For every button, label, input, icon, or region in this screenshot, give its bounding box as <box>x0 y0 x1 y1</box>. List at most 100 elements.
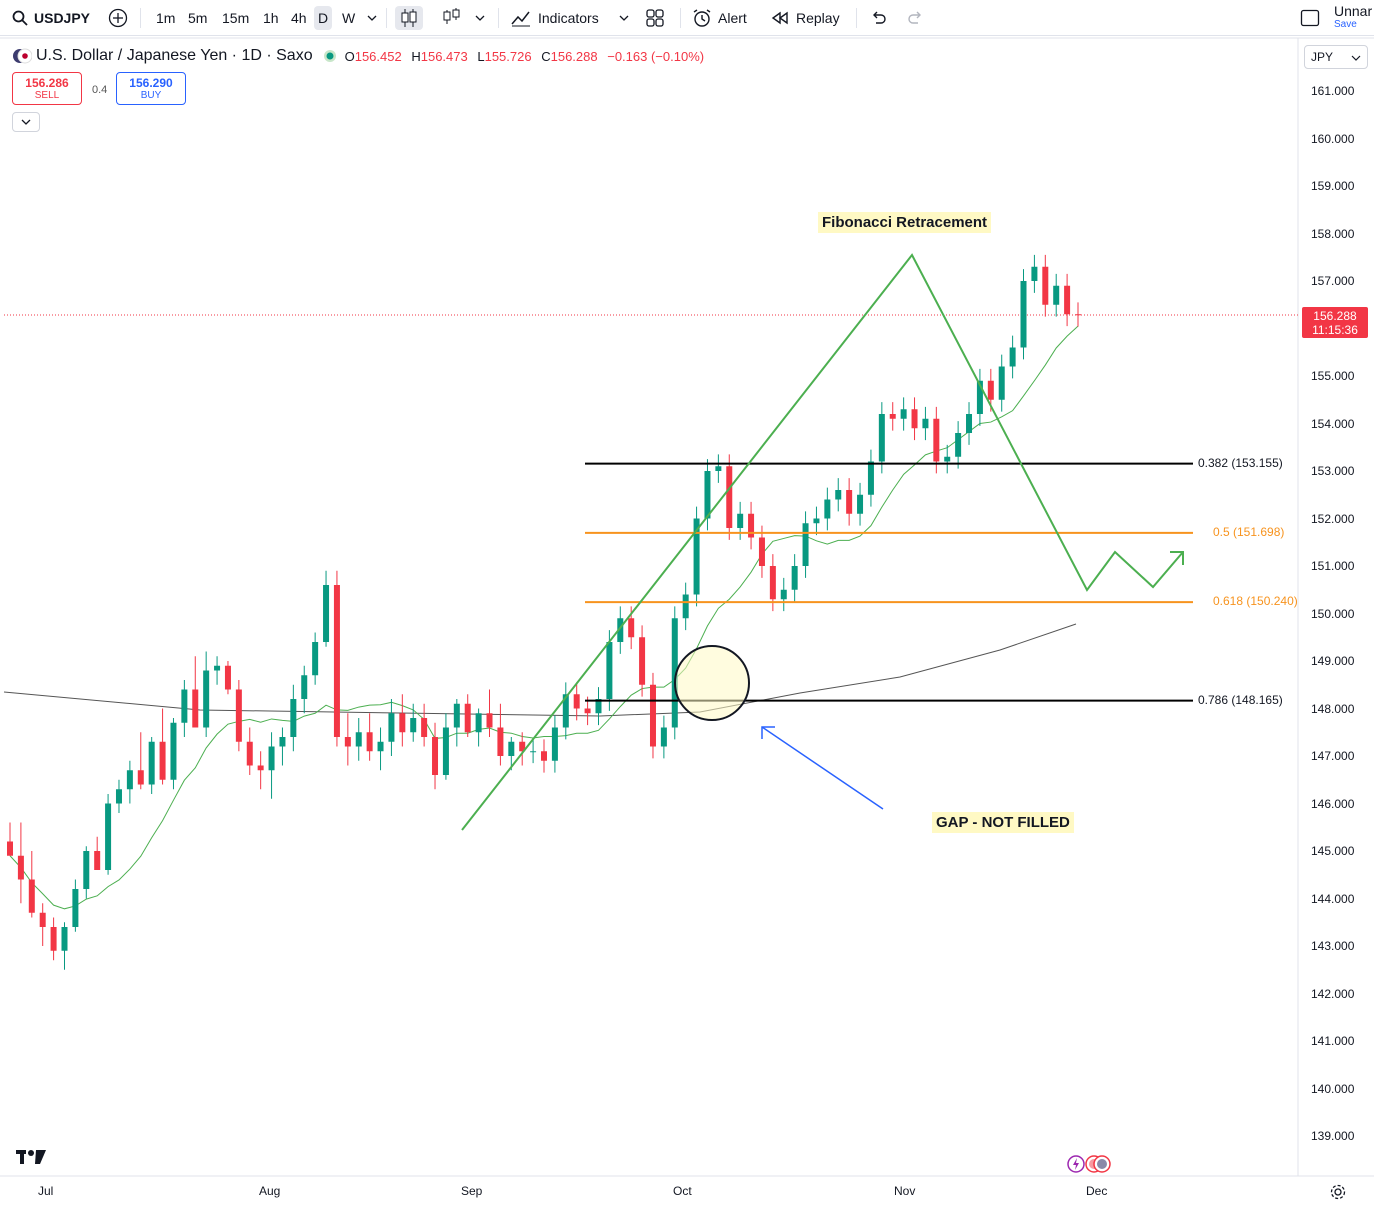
candle-body <box>704 471 711 519</box>
compare-button[interactable] <box>108 0 128 36</box>
candle-body <box>17 855 24 880</box>
candle-body <box>39 912 46 927</box>
redo-button[interactable] <box>906 0 926 36</box>
candle-body <box>410 718 417 733</box>
indicators-label: Indicators <box>538 10 599 26</box>
market-open-icon <box>323 50 336 62</box>
candle-body <box>748 513 755 538</box>
time-tick: Sep <box>461 1184 483 1198</box>
chevron-down-icon[interactable] <box>366 12 378 24</box>
checkbox-icon[interactable] <box>1300 8 1320 28</box>
candle-body <box>279 737 286 747</box>
candle-body <box>628 618 635 638</box>
fib-level-label: 0.786 (148.165) <box>1198 692 1283 707</box>
candle-body <box>148 741 155 785</box>
candle-body <box>682 594 689 619</box>
candle-body <box>530 751 537 753</box>
timeframe-1h[interactable]: 1h <box>263 10 279 26</box>
price-tick: 151.000 <box>1311 559 1355 573</box>
alert-button[interactable]: Alert <box>692 0 747 36</box>
symbol-search[interactable]: USDJPY <box>12 0 90 36</box>
candle-body <box>28 879 35 913</box>
candle-body <box>835 490 842 500</box>
price-tick: 153.000 <box>1311 464 1355 478</box>
price-tick: 142.000 <box>1311 986 1355 1001</box>
candle-body <box>137 770 144 785</box>
price-tick: 149.000 <box>1311 654 1355 668</box>
candle-body <box>235 689 242 742</box>
layout-save-area[interactable]: Unnar Save <box>1300 0 1372 36</box>
candle-body <box>323 585 330 642</box>
buy-button[interactable]: 156.290 BUY <box>116 72 186 105</box>
candle-body <box>878 414 885 462</box>
timeframe-W[interactable]: W <box>342 10 356 26</box>
time-tick: Aug <box>259 1184 281 1198</box>
time-tick: Jul <box>38 1184 54 1198</box>
candle-body <box>181 689 188 723</box>
candle-body <box>442 727 449 775</box>
candle-body <box>606 642 613 699</box>
candle-body <box>900 409 907 419</box>
candle-body <box>780 589 787 600</box>
fib-level-label: 0.382 (153.155) <box>1198 455 1283 470</box>
timeframe-4h[interactable]: 4h <box>291 10 307 26</box>
candle-body <box>224 665 231 690</box>
candle-body <box>115 789 122 804</box>
price-tick: 148.000 <box>1311 701 1355 716</box>
candle-body <box>944 456 951 462</box>
gap-note: GAP - NOT FILLED <box>932 812 1074 833</box>
price-tick: 143.000 <box>1311 939 1355 953</box>
flag-icon <box>13 48 32 64</box>
replay-button[interactable]: Replay <box>770 0 840 36</box>
moving-average-short <box>9 325 1079 910</box>
timeframe-5m[interactable]: 5m <box>188 10 208 26</box>
timeframe-D[interactable]: D <box>314 6 333 30</box>
price-tick: 141.000 <box>1311 1034 1355 1048</box>
spread-value: 0.4 <box>92 84 108 96</box>
ohlc-values: O156.452 H156.473 L155.726 C156.288 −0.1… <box>344 48 705 64</box>
gap-circle <box>674 645 750 721</box>
bar-chart-type-button[interactable] <box>436 6 468 30</box>
candle-body <box>312 642 319 676</box>
symbol-name: USDJPY <box>34 10 91 26</box>
gap-arrow <box>761 726 884 810</box>
fib-title-note: Fibonacci Retracement <box>818 212 992 233</box>
candle-body <box>715 466 722 471</box>
candle-body <box>290 699 297 737</box>
candle-body <box>911 409 918 429</box>
candle-body <box>671 618 678 728</box>
collapse-legend-button[interactable] <box>12 112 40 132</box>
events-icons[interactable] <box>1066 1154 1118 1174</box>
save-label[interactable]: Save <box>1334 19 1357 30</box>
candle-body <box>421 718 428 737</box>
candles-chart-type-button[interactable] <box>395 6 423 30</box>
sell-button[interactable]: 156.286 SELL <box>12 72 82 105</box>
tradingview-logo-icon <box>16 1150 46 1164</box>
candle-body <box>344 737 351 747</box>
candle-body <box>214 665 221 671</box>
chevron-down-icon[interactable] <box>618 12 630 24</box>
projection-arrowhead <box>1170 551 1184 565</box>
undo-button[interactable] <box>868 0 888 36</box>
candle-body <box>769 566 776 600</box>
gear-icon[interactable] <box>1329 1183 1347 1201</box>
chevron-down-icon[interactable] <box>474 12 486 24</box>
candle-body <box>170 722 177 780</box>
candle-body <box>998 366 1005 400</box>
candle-body <box>50 927 57 951</box>
candle-body <box>355 732 362 747</box>
replay-label: Replay <box>796 10 840 26</box>
indicators-button[interactable]: Indicators <box>510 0 599 36</box>
current-price-tag: 156.288 11:15:36 <box>1302 307 1368 338</box>
candle-body <box>573 694 580 709</box>
redo-icon <box>908 11 921 24</box>
price-tick: 159.000 <box>1311 179 1355 193</box>
timeframe-1m[interactable]: 1m <box>156 10 176 26</box>
candle-body <box>541 751 547 761</box>
currency-select[interactable]: JPY <box>1304 45 1368 69</box>
layouts-button[interactable] <box>645 0 665 36</box>
timeframe-15m[interactable]: 15m <box>222 10 250 26</box>
candle-body <box>660 727 667 747</box>
price-tick: 147.000 <box>1311 749 1355 763</box>
fib-level-label: 0.5 (151.698) <box>1213 524 1285 539</box>
